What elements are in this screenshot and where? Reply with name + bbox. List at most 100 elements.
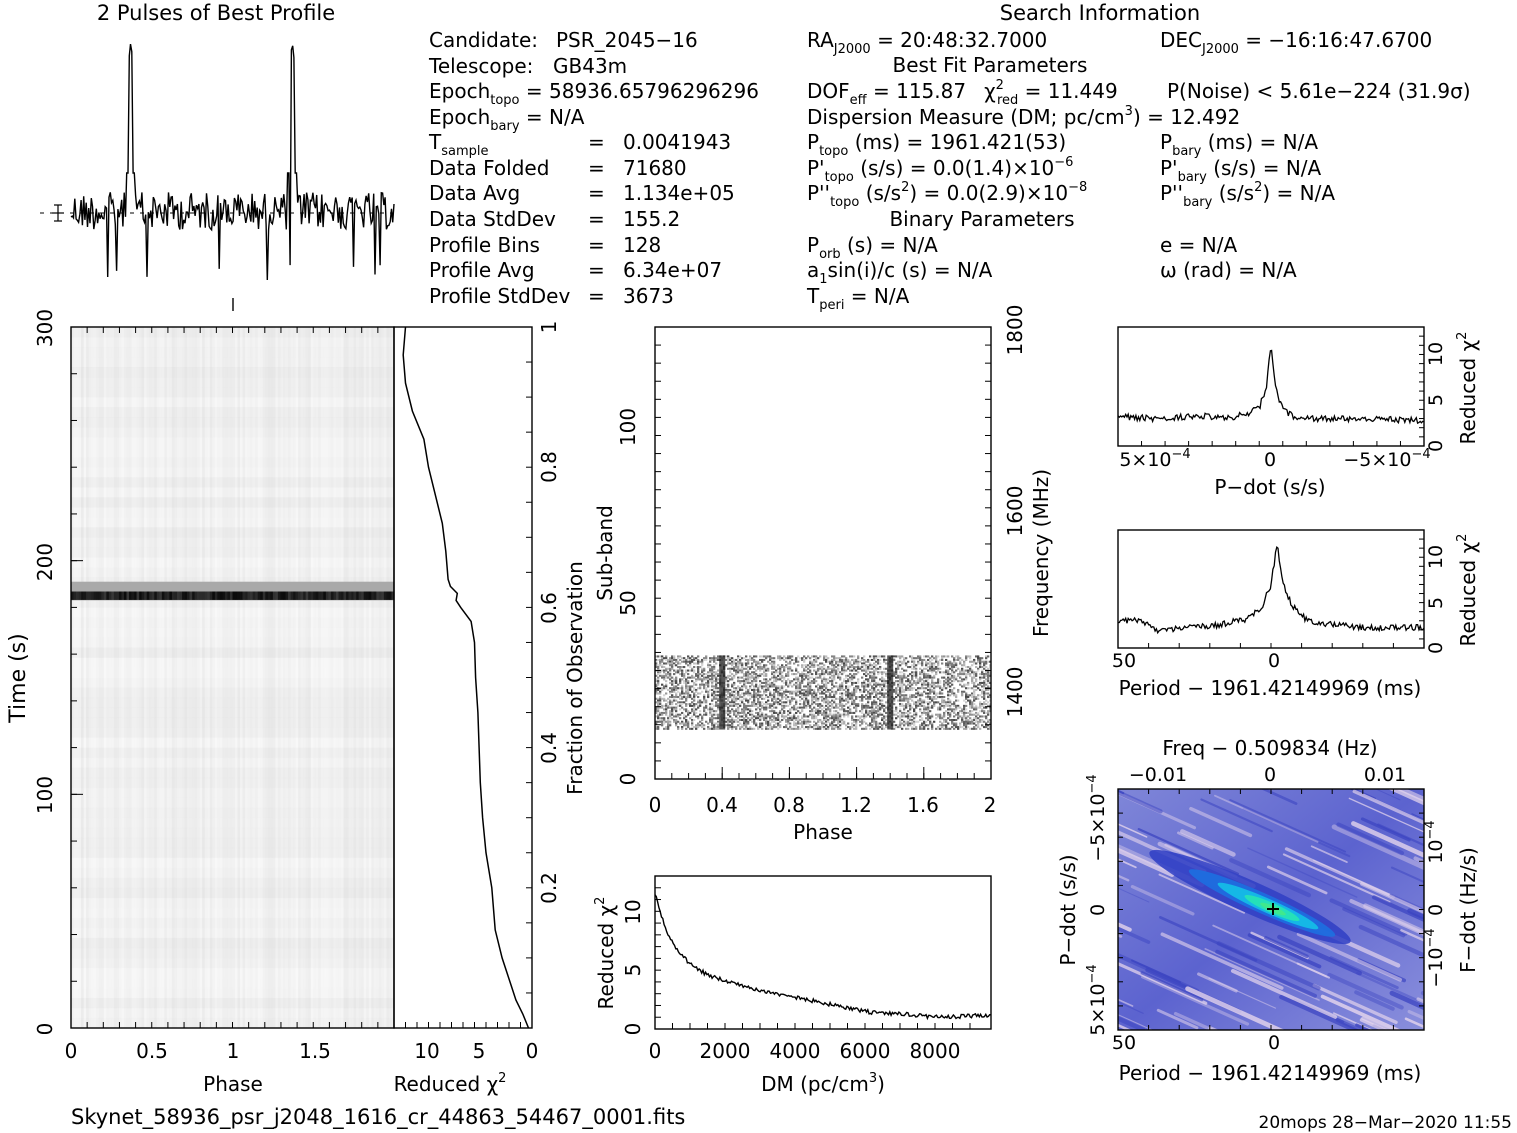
- subband-panel: 0 0.4 0.8 1.2 1.6 2 Phase 0 50 100 Sub-b…: [593, 305, 1053, 844]
- info-telescope: Telescope: GB43m: [428, 54, 627, 78]
- pulse-column-1: [887, 655, 894, 730]
- tp-ytick-1: 100: [33, 776, 57, 814]
- pp-ytick-1: 0: [1087, 904, 1109, 916]
- pd-xtick-1: 0: [1264, 449, 1276, 471]
- info-pdot-bary: P'bary (s/s) = N/A: [1160, 156, 1322, 185]
- tp-xtick-3: 1.5: [299, 1039, 331, 1063]
- cf-ytick-4: 1: [537, 321, 561, 334]
- info-tperi: Tperi = N/A: [806, 284, 910, 313]
- pp-y2tick-1: 0: [1425, 904, 1447, 916]
- sb-xtick-0: 0: [649, 793, 662, 817]
- dm-xtick-4: 8000: [910, 1039, 961, 1063]
- pp-xlabel: Period − 1961.42149969 (ms): [1119, 1061, 1422, 1085]
- profile-panel: 2 Pulses of Best Profile: [40, 1, 395, 281]
- info-tsample: Tsample = 0.0041943: [428, 130, 731, 159]
- dm-ticks: [654, 887, 971, 1030]
- info-profile-avg: Profile Avg = 6.34e+07: [429, 258, 722, 282]
- info-profile-stddev: Profile StdDev = 3673: [429, 284, 674, 308]
- info-omega: ω (rad) = N/A: [1160, 258, 1297, 282]
- pp-y2tick-2: 10−4: [1423, 820, 1447, 863]
- info-data-stddev: Data StdDev = 155.2: [429, 207, 680, 231]
- info-ptopo: Ptopo (ms) = 1961.421(53): [807, 130, 1066, 159]
- info-binary-header: Binary Parameters: [889, 207, 1074, 231]
- tp-ytick-2: 200: [33, 543, 57, 581]
- sb-y2tick-1: 1600: [1003, 486, 1027, 537]
- profile-title: 2 Pulses of Best Profile: [97, 1, 335, 25]
- tp-xtick-1: 0.5: [136, 1039, 168, 1063]
- sb-ytick-2: 100: [616, 408, 640, 446]
- cf-ytick-3: 0.8: [537, 451, 561, 483]
- tp-ytick-3: 300: [33, 309, 57, 347]
- period-chi2-panel: 50 0 Period − 1961.42149969 (ms) 0 5 10 …: [1112, 529, 1480, 700]
- pe-ytick-2: 10: [1425, 545, 1447, 569]
- tp-ylabel: Time (s): [6, 633, 31, 723]
- time-phase-ticks: [70, 326, 395, 1029]
- pd-ytick-0: 0: [1425, 440, 1447, 452]
- sb-xlabel: Phase: [793, 820, 853, 844]
- ppdot-ticks: [1117, 788, 1425, 1031]
- pe-xlabel: Period − 1961.42149969 (ms): [1119, 676, 1422, 700]
- info-data-avg: Data Avg = 1.134e+05: [429, 181, 735, 205]
- pp-y2label: F−dot (Hz/s): [1456, 847, 1480, 973]
- search-info: Search Information Candidate: PSR_2045−16…: [428, 1, 1471, 313]
- info-dec: DECJ2000 = −16:16:47.6700: [1160, 28, 1432, 57]
- footer-stamp: 20mops 28−Mar−2020 11:55: [1259, 1113, 1513, 1133]
- pp-title: Freq − 0.509834 (Hz): [1162, 736, 1377, 760]
- chi2-fraction-panel: 10 5 0 Reduced χ2 0.2 0.4 0.6 0.8 1 Frac…: [393, 321, 587, 1096]
- pp-xtick-0: 50: [1112, 1032, 1136, 1054]
- subband-ticks: [654, 326, 992, 780]
- cf-xlabel: Reduced χ2: [394, 1071, 507, 1096]
- pdot-chi2-panel: 5×10−4 0 −5×10−4 P−dot (s/s) 0 5 10 Redu…: [1117, 326, 1480, 499]
- period-chi2-ticks: [1117, 538, 1425, 649]
- dm-ytick-1: 5: [621, 964, 645, 977]
- info-epoch-bary: Epochbary = N/A: [429, 105, 585, 134]
- pe-ylabel: Reduced χ2: [1455, 534, 1480, 647]
- dm-xtick-0: 0: [649, 1039, 662, 1063]
- pp-ytick-2: −5×10−4: [1085, 774, 1109, 861]
- profile-errorbar: [52, 204, 64, 222]
- dm-xtick-3: 6000: [840, 1039, 891, 1063]
- info-porb: Porb (s) = N/A: [807, 233, 938, 262]
- cf-ytick-2: 0.6: [537, 592, 561, 624]
- info-dof-chi2: DOFeff = 115.87 χ2 red = 11.449: [807, 78, 1118, 108]
- sb-xtick-1: 0.4: [706, 793, 738, 817]
- dm-line: [654, 894, 992, 1021]
- sb-xtick-4: 1.6: [907, 793, 939, 817]
- pe-ytick-0: 0: [1425, 642, 1447, 654]
- cf-ytick-0: 0.2: [537, 872, 561, 904]
- sb-y2tick-0: 1400: [1003, 667, 1027, 718]
- pd-ylabel: Reduced χ2: [1455, 332, 1480, 445]
- dm-ytick-0: 0: [621, 1023, 645, 1036]
- dm-xlabel: DM (pc/cm3): [761, 1071, 885, 1096]
- cf-ylabel: Fraction of Observation: [563, 561, 587, 795]
- pp-x2tick-1: 0: [1264, 764, 1276, 786]
- pdot-chi2-ticks: [1117, 335, 1425, 447]
- dm-ytick-2: 10: [621, 899, 645, 924]
- tp-ytick-0: 0: [33, 1023, 57, 1036]
- pulse-column-0: [719, 655, 726, 730]
- pd-xtick-2: −5×10−4: [1343, 447, 1430, 471]
- cf-ytick-1: 0.4: [537, 732, 561, 764]
- cf-xtick-2: 0: [526, 1039, 539, 1063]
- pd-xlabel: P−dot (s/s): [1214, 475, 1325, 499]
- period-chi2-line: [1117, 546, 1425, 635]
- info-pddot-bary: P''bary (s/s2) = N/A: [1160, 180, 1335, 210]
- dm-panel: 0 2000 4000 6000 8000 DM (pc/cm3) 0 5 10…: [593, 875, 992, 1096]
- tp-xlabel: Phase: [203, 1072, 263, 1096]
- pdot-chi2-line: [1117, 349, 1425, 425]
- sb-xtick-2: 0.8: [773, 793, 805, 817]
- sb-ylabel: Sub-band: [593, 505, 617, 601]
- pe-ytick-1: 5: [1425, 597, 1447, 609]
- sb-ytick-0: 0: [616, 773, 640, 786]
- info-pddot-topo: P''topo (s/s2) = 0.0(2.9)×10−8: [807, 180, 1087, 210]
- chi2-fraction-ticks: [393, 326, 533, 1029]
- info-epoch-topo: Epochtopo = 58936.65796296296: [429, 79, 759, 108]
- chi2-fraction-line: [402, 326, 530, 1029]
- cf-xtick-0: 10: [414, 1039, 439, 1063]
- info-profile-bins: Profile Bins = 128: [429, 233, 661, 257]
- profile-line: [70, 43, 395, 281]
- sb-xtick-5: 2: [984, 793, 997, 817]
- info-pnoise: P(Noise) < 5.61e−224 (31.9σ): [1167, 79, 1471, 103]
- pp-ytick-0: 5×10−4: [1085, 964, 1109, 1035]
- best-fit-marker: [1267, 903, 1279, 915]
